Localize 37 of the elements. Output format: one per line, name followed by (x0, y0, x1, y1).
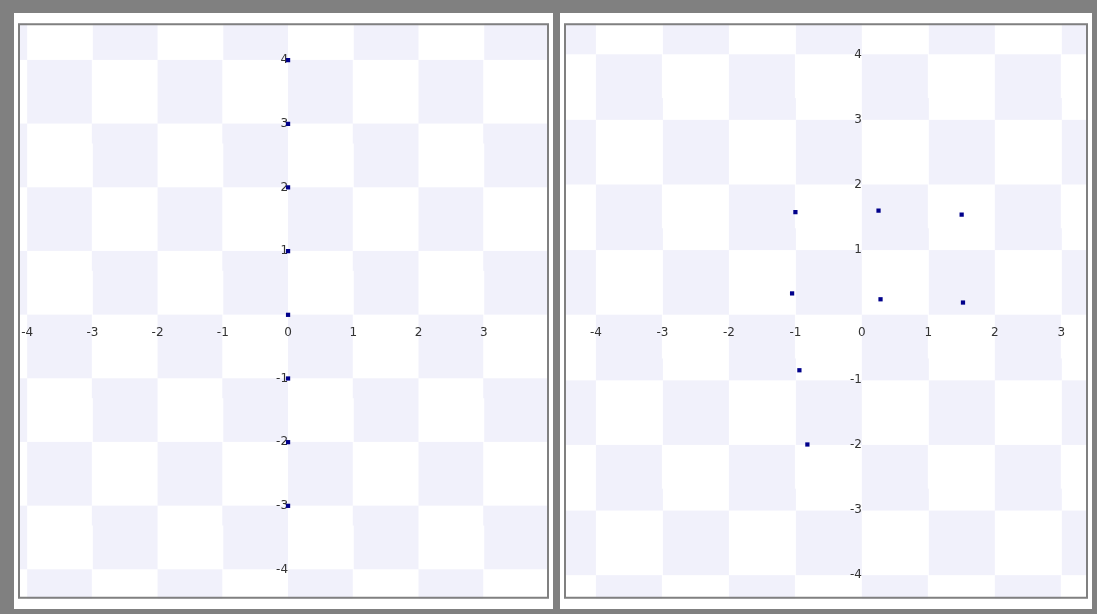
point (878, 297, 883, 302)
x-tick-label: 2 (991, 325, 999, 340)
x-tick-label: -3 (656, 325, 669, 340)
x-tick-label: -1 (789, 325, 802, 340)
point (789, 291, 795, 296)
x-tick-label: 3 (479, 325, 488, 340)
x-tick-label: 0 (284, 325, 292, 340)
y-tick-label: 2 (280, 179, 289, 194)
y-tick-label: -2 (276, 434, 289, 449)
x-tick-label: 1 (349, 325, 358, 340)
y-tick-label: -4 (849, 567, 862, 582)
x-tick-label: 2 (414, 325, 423, 340)
y-tick-label: 4 (854, 46, 862, 61)
x-tick-label: 1 (924, 325, 933, 340)
x-tick-label: -3 (86, 325, 99, 340)
x-tick-label: 3 (1057, 325, 1066, 340)
y-tick-label: -2 (849, 437, 862, 452)
point (805, 442, 810, 447)
y-tick-label: -3 (849, 502, 862, 517)
y-tick-label: -1 (276, 370, 289, 385)
point (876, 208, 881, 213)
y-tick-label: -4 (276, 561, 289, 576)
y-tick-label: -1 (849, 372, 862, 387)
y-tick-label: 4 (280, 52, 289, 67)
y-tick-label: 1 (854, 241, 862, 256)
y-tick-label: 3 (854, 111, 862, 126)
x-tick-label: 0 (858, 325, 866, 340)
x-tick-label: -1 (216, 325, 229, 340)
x-tick-label: -4 (21, 325, 34, 340)
x-tick-label: -2 (722, 325, 735, 340)
point (960, 300, 966, 305)
point (793, 209, 798, 215)
y-tick-label: 2 (854, 176, 862, 191)
x-tick-label: -2 (151, 325, 164, 340)
y-tick-label: 1 (280, 243, 289, 258)
point (797, 368, 802, 373)
x-tick-label: -4 (589, 325, 602, 340)
